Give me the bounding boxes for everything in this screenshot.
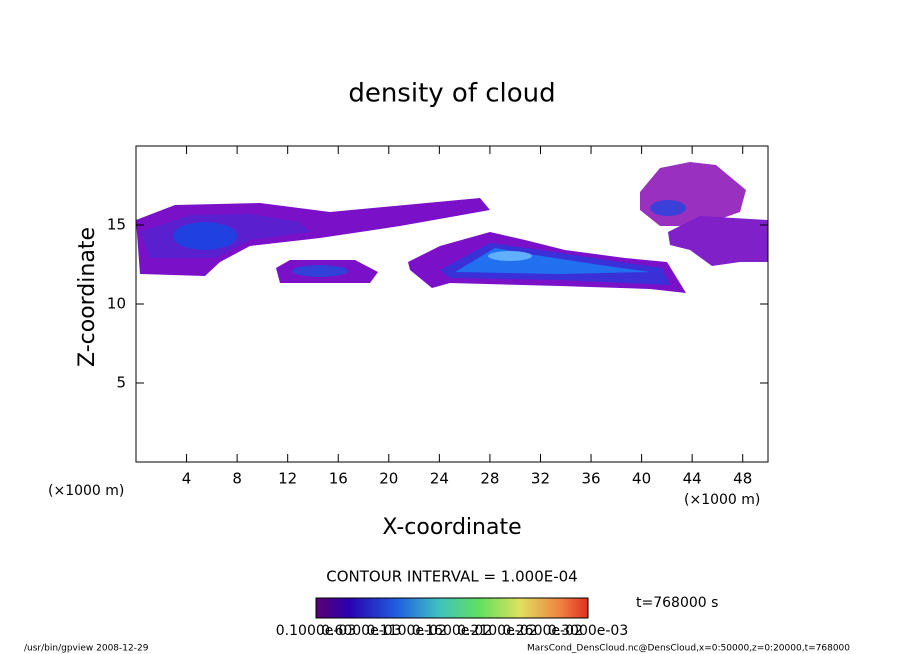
x-tick-label: 44 [683,470,702,488]
x-tick-label: 40 [632,470,651,488]
colorbar-label: 0.2600e-02 [502,623,582,639]
x-tick-label: 4 [182,470,192,488]
x-tick-label: 20 [379,470,398,488]
contour-interval: CONTOUR INTERVAL = 1.000E-04 [326,568,577,586]
cloud-field [136,162,768,293]
colorbar [315,597,589,619]
footer-right: MarsCond_DensCloud.nc@DensCloud,x=0:5000… [527,644,850,654]
colorbar-label: 0.1100e-02 [366,623,446,639]
x-tick-label: 32 [531,470,550,488]
colorbar-label: 0.1000e-03 [276,623,356,639]
x-tick-label: 28 [480,470,499,488]
x-tick-label: 24 [430,470,449,488]
colorbar-label: 0.1600e-02 [412,623,492,639]
x-axis-label: X-coordinate [382,515,521,540]
chart-title: density of cloud [348,79,555,109]
x-tick-label: 12 [278,470,297,488]
y-axis-unit: (×1000 m) [48,483,124,499]
y-axis-label: Z-coordinate [75,227,100,367]
x-axis-unit: (×1000 m) [684,492,760,508]
y-tick-label: 15 [107,216,126,234]
footer-left: /usr/bin/gpview 2008-12-29 [24,644,149,654]
x-tick-label: 8 [232,470,242,488]
y-tick-label: 10 [107,295,126,313]
time-label: t=768000 s [636,595,718,611]
y-tick-label: 5 [116,374,126,392]
x-tick-label: 16 [329,470,348,488]
x-tick-label: 36 [581,470,600,488]
colorbar-label: 0.2100e-02 [457,623,537,639]
colorbar-label: 0.6000e-03 [321,623,401,639]
colorbar-label: 0.3000e-03 [548,623,628,639]
x-tick-label: 48 [733,470,752,488]
